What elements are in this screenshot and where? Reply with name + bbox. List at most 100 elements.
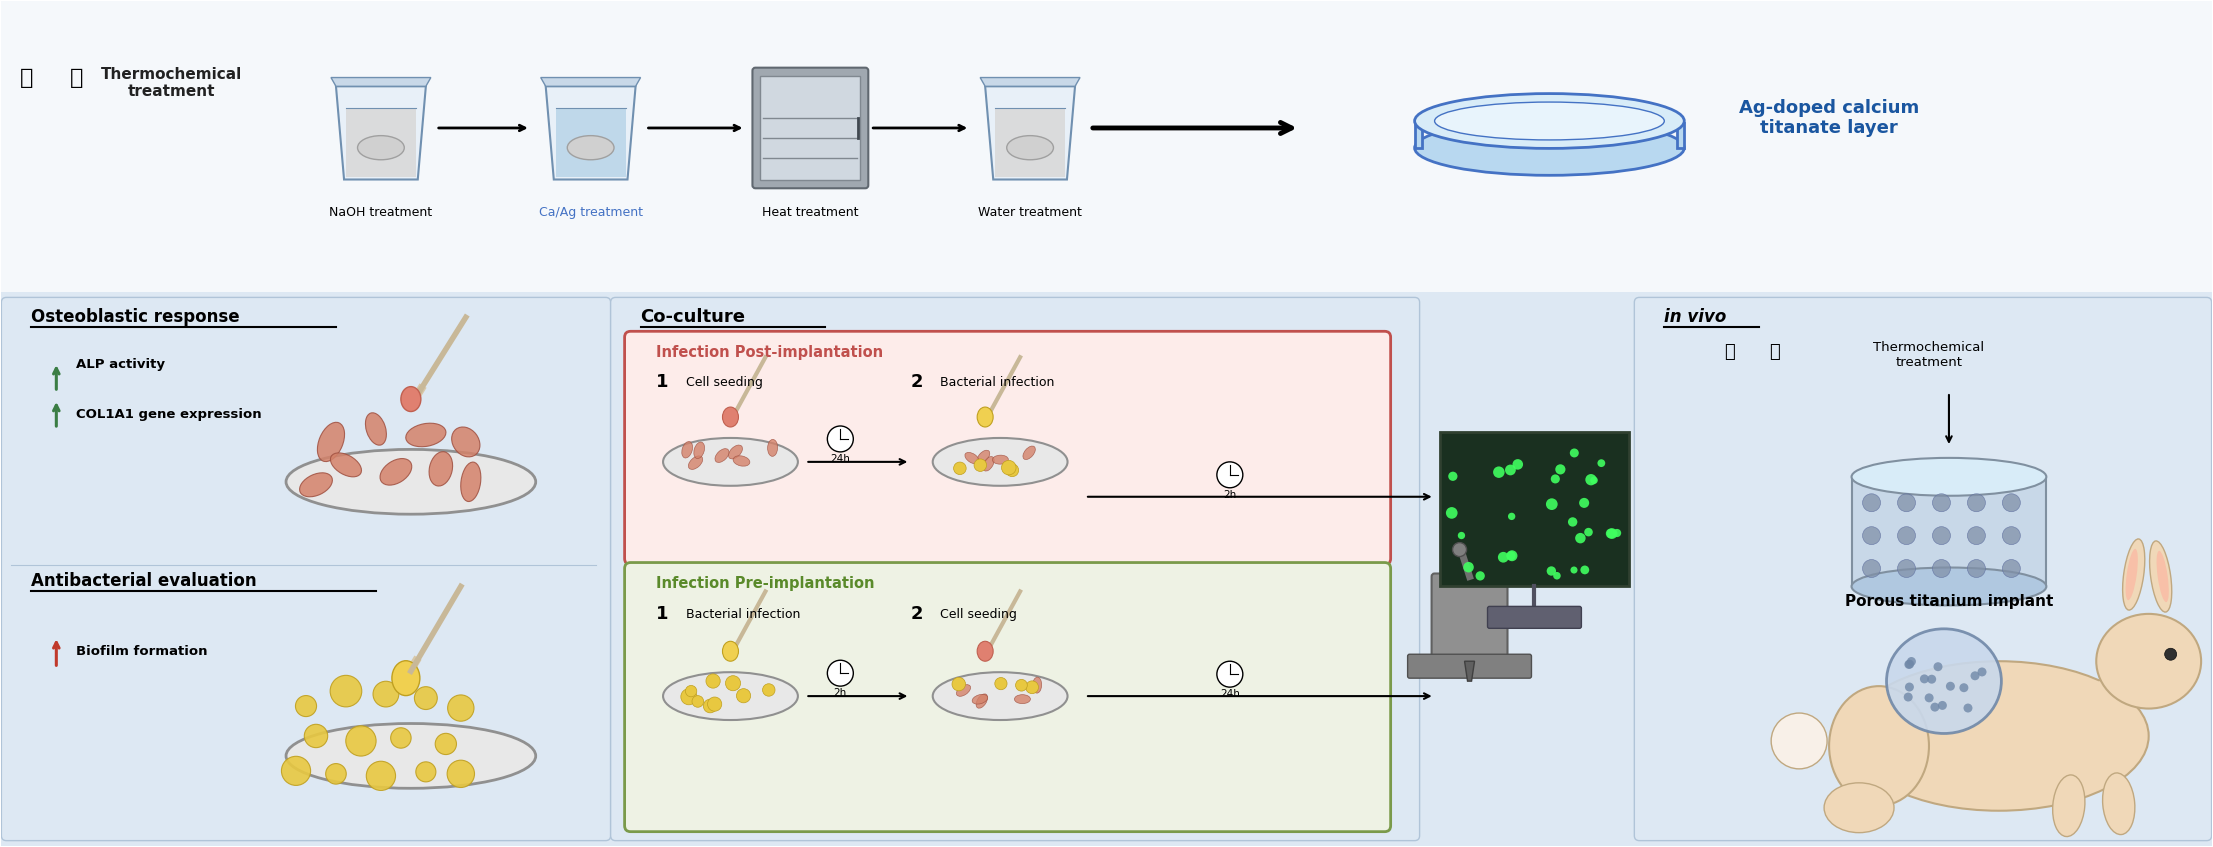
Circle shape [1551,474,1560,484]
Circle shape [1897,494,1916,512]
Circle shape [1585,474,1598,485]
Ellipse shape [932,438,1067,486]
Circle shape [1598,459,1604,467]
Circle shape [436,734,456,755]
Circle shape [763,684,775,696]
Circle shape [1897,527,1916,545]
Ellipse shape [1850,662,2149,811]
Circle shape [1967,560,1985,578]
Ellipse shape [715,449,728,462]
Ellipse shape [2096,614,2202,709]
Circle shape [1556,464,1565,474]
Text: 2h: 2h [834,688,848,698]
Ellipse shape [1007,136,1053,160]
Text: NaOH treatment: NaOH treatment [330,206,432,219]
Circle shape [1569,518,1578,527]
Text: Bacterial infection: Bacterial infection [941,375,1056,389]
Ellipse shape [1414,120,1684,175]
Circle shape [1967,527,1985,545]
Circle shape [297,695,316,717]
Circle shape [1607,529,1618,539]
Ellipse shape [721,641,739,662]
FancyBboxPatch shape [1441,432,1629,586]
Circle shape [1928,675,1936,684]
Circle shape [1897,560,1916,578]
Circle shape [1905,660,1914,669]
Circle shape [1547,567,1556,576]
Circle shape [996,678,1007,689]
Ellipse shape [932,673,1067,720]
Circle shape [281,756,310,785]
Circle shape [1507,551,1516,561]
Circle shape [2003,494,2020,512]
Ellipse shape [688,456,704,469]
Circle shape [1939,701,1947,710]
Text: Ag-doped calcium
titanate layer: Ag-doped calcium titanate layer [1739,98,1919,137]
Circle shape [1217,462,1244,488]
Circle shape [325,764,345,784]
Ellipse shape [2149,541,2171,612]
Circle shape [737,689,750,703]
Ellipse shape [978,641,994,662]
FancyBboxPatch shape [624,331,1390,565]
Ellipse shape [1014,695,1031,704]
Circle shape [686,685,697,697]
Circle shape [1863,494,1881,512]
Circle shape [1571,567,1578,573]
Circle shape [828,426,854,452]
Text: in vivo: in vivo [1664,308,1726,326]
FancyBboxPatch shape [2,2,2211,292]
Circle shape [1607,529,1615,539]
Circle shape [392,728,412,748]
Ellipse shape [429,451,454,486]
Ellipse shape [2155,551,2169,602]
Text: 24h: 24h [830,454,850,464]
Circle shape [828,660,854,686]
Ellipse shape [1033,677,1042,693]
Circle shape [1970,672,1978,680]
Circle shape [1932,560,1950,578]
Ellipse shape [976,451,989,463]
Polygon shape [996,108,1064,177]
Ellipse shape [567,136,613,160]
Circle shape [1945,682,1954,690]
Circle shape [1507,551,1518,562]
Polygon shape [1414,123,1421,148]
Text: 🧪: 🧪 [20,68,33,88]
Circle shape [1613,529,1622,537]
Circle shape [1959,684,1967,692]
Circle shape [1498,552,1509,562]
FancyBboxPatch shape [1487,606,1582,628]
Circle shape [367,761,396,790]
FancyBboxPatch shape [2,297,611,840]
Circle shape [708,697,721,711]
Text: Heat treatment: Heat treatment [761,206,859,219]
Ellipse shape [1022,446,1036,460]
Ellipse shape [460,462,480,501]
Circle shape [1908,657,1916,666]
Circle shape [1576,533,1587,544]
Polygon shape [985,86,1076,180]
Circle shape [1507,512,1516,520]
Ellipse shape [392,661,420,695]
Circle shape [1863,560,1881,578]
Circle shape [1511,459,1523,470]
Text: 🧪: 🧪 [1724,343,1735,361]
Text: 1: 1 [655,606,668,623]
Ellipse shape [401,386,420,412]
Text: Infection Post-implantation: Infection Post-implantation [655,345,883,360]
Circle shape [1554,572,1560,579]
Ellipse shape [330,453,361,477]
Circle shape [1585,528,1593,536]
Ellipse shape [1414,93,1684,148]
Circle shape [1447,472,1458,481]
Text: Biofilm formation: Biofilm formation [75,645,208,658]
Circle shape [305,724,328,748]
Text: Antibacterial evaluation: Antibacterial evaluation [31,573,257,590]
Circle shape [1863,527,1881,545]
Ellipse shape [956,684,972,696]
Ellipse shape [451,427,480,457]
Ellipse shape [972,695,987,704]
Polygon shape [1465,662,1474,681]
Ellipse shape [285,450,536,514]
